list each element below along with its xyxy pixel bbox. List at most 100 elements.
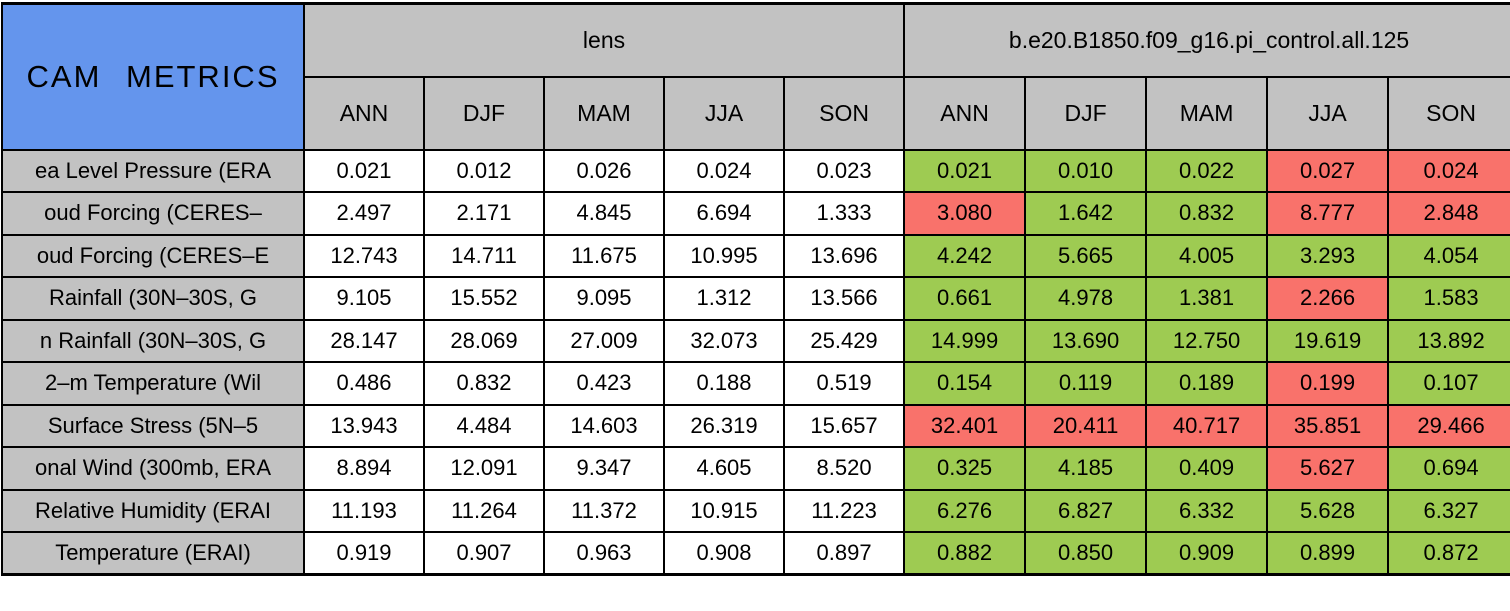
control-value-cell: 0.107 (1387, 361, 1510, 406)
control-value-cell: 13.892 (1387, 318, 1510, 363)
lens-value-cell: 0.486 (303, 361, 425, 406)
season-header-ann: ANN (903, 75, 1027, 151)
control-value-cell: 6.276 (903, 488, 1027, 533)
metric-row: ea Level Pressure (ERA 0.021 0.012 0.026 0.0… (1, 148, 1510, 193)
control-value-cell: 0.024 (1387, 148, 1510, 193)
control-value-cell: 0.899 (1266, 531, 1390, 576)
season-header-son: SON (782, 75, 906, 151)
metrics-table: CAM METRICS lens b.e20.B1850.f09_g16.pi_… (1, 2, 1510, 576)
lens-value-cell: 15.657 (782, 403, 906, 448)
lens-value-cell: 4.605 (663, 446, 785, 491)
control-value-cell: 0.010 (1024, 148, 1148, 193)
group-header-row: CAM METRICS lens b.e20.B1850.f09_g16.pi_… (1, 2, 1510, 151)
lens-value-cell: 0.908 (663, 531, 785, 576)
lens-value-cell: 6.694 (663, 191, 785, 236)
control-value-cell: 0.154 (903, 361, 1027, 406)
season-header-jja: JJA (1266, 75, 1390, 151)
lens-value-cell: 0.012 (423, 148, 545, 193)
control-value-cell: 8.777 (1266, 191, 1390, 236)
table-title: CAM METRICS (1, 2, 305, 151)
control-value-cell: 0.872 (1387, 531, 1510, 576)
metric-row: Relative Humidity (ERAI 11.193 11.264 11.37… (1, 488, 1510, 533)
control-value-cell: 0.021 (903, 148, 1027, 193)
control-value-cell: 2.266 (1266, 276, 1390, 321)
lens-value-cell: 0.026 (543, 148, 665, 193)
lens-value-cell: 0.188 (663, 361, 785, 406)
lens-value-cell: 11.675 (543, 233, 665, 278)
metric-row: Temperature (ERAI) 0.919 0.907 0.963 0.908 0.… (1, 531, 1510, 576)
season-header-djf: DJF (423, 75, 545, 151)
lens-value-cell: 0.963 (543, 531, 665, 576)
control-value-cell: 3.080 (903, 191, 1027, 236)
lens-value-cell: 12.091 (423, 446, 545, 491)
lens-value-cell: 28.069 (423, 318, 545, 363)
control-value-cell: 3.293 (1266, 233, 1390, 278)
control-value-cell: 19.619 (1266, 318, 1390, 363)
metric-label: oud Forcing (CERES– (1, 191, 305, 236)
lens-value-cell: 11.223 (782, 488, 906, 533)
control-value-cell: 1.583 (1387, 276, 1510, 321)
lens-value-cell: 10.995 (663, 233, 785, 278)
metrics-tbody: ea Level Pressure (ERA 0.021 0.012 0.026 0.0… (1, 148, 1510, 576)
lens-value-cell: 0.919 (303, 531, 425, 576)
lens-value-cell: 4.484 (423, 403, 545, 448)
control-value-cell: 4.185 (1024, 446, 1148, 491)
metric-row: Rainfall (30N–30S, G 9.105 15.552 9.095 1.31… (1, 276, 1510, 321)
control-value-cell: 0.022 (1145, 148, 1269, 193)
control-value-cell: 0.909 (1145, 531, 1269, 576)
metric-row: 2–m Temperature (Wil 0.486 0.832 0.423 0.188… (1, 361, 1510, 406)
control-value-cell: 0.832 (1145, 191, 1269, 236)
lens-value-cell: 0.423 (543, 361, 665, 406)
metric-label: Rainfall (30N–30S, G (1, 276, 305, 321)
control-value-cell: 35.851 (1266, 403, 1390, 448)
metric-label: 2–m Temperature (Wil (1, 361, 305, 406)
control-value-cell: 0.189 (1145, 361, 1269, 406)
metric-row: onal Wind (300mb, ERA 8.894 12.091 9.347 4.6… (1, 446, 1510, 491)
lens-value-cell: 0.021 (303, 148, 425, 193)
control-value-cell: 20.411 (1024, 403, 1148, 448)
control-value-cell: 2.848 (1387, 191, 1510, 236)
lens-value-cell: 2.497 (303, 191, 425, 236)
control-value-cell: 6.827 (1024, 488, 1148, 533)
control-value-cell: 5.627 (1266, 446, 1390, 491)
control-value-cell: 32.401 (903, 403, 1027, 448)
metric-label: ea Level Pressure (ERA (1, 148, 305, 193)
lens-value-cell: 8.520 (782, 446, 906, 491)
metric-label: onal Wind (300mb, ERA (1, 446, 305, 491)
lens-value-cell: 10.915 (663, 488, 785, 533)
lens-value-cell: 9.095 (543, 276, 665, 321)
lens-value-cell: 0.023 (782, 148, 906, 193)
control-value-cell: 40.717 (1145, 403, 1269, 448)
lens-value-cell: 28.147 (303, 318, 425, 363)
control-value-cell: 13.690 (1024, 318, 1148, 363)
control-value-cell: 12.750 (1145, 318, 1269, 363)
lens-value-cell: 4.845 (543, 191, 665, 236)
metric-label: n Rainfall (30N–30S, G (1, 318, 305, 363)
lens-value-cell: 1.333 (782, 191, 906, 236)
lens-value-cell: 25.429 (782, 318, 906, 363)
lens-value-cell: 2.171 (423, 191, 545, 236)
control-value-cell: 0.694 (1387, 446, 1510, 491)
lens-value-cell: 11.372 (543, 488, 665, 533)
lens-value-cell: 8.894 (303, 446, 425, 491)
column-group-control: b.e20.B1850.f09_g16.pi_control.all.125 (903, 2, 1510, 78)
lens-value-cell: 14.711 (423, 233, 545, 278)
season-header-row: ANN DJF MAM JJA SON ANN DJF MAM JJA SON (2, 75, 1510, 151)
season-header-son: SON (1387, 75, 1510, 151)
season-header-jja: JJA (663, 75, 785, 151)
control-value-cell: 1.381 (1145, 276, 1269, 321)
control-value-cell: 0.027 (1266, 148, 1390, 193)
season-header-mam: MAM (1145, 75, 1269, 151)
control-value-cell: 0.409 (1145, 446, 1269, 491)
control-value-cell: 0.661 (903, 276, 1027, 321)
control-value-cell: 5.628 (1266, 488, 1390, 533)
lens-value-cell: 27.009 (543, 318, 665, 363)
lens-value-cell: 0.519 (782, 361, 906, 406)
metric-row: Surface Stress (5N–5 13.943 4.484 14.603 26.… (1, 403, 1510, 448)
lens-value-cell: 9.347 (543, 446, 665, 491)
control-value-cell: 4.242 (903, 233, 1027, 278)
column-group-lens: lens (302, 2, 906, 78)
lens-value-cell: 15.552 (423, 276, 545, 321)
lens-value-cell: 26.319 (663, 403, 785, 448)
control-value-cell: 0.882 (903, 531, 1027, 576)
